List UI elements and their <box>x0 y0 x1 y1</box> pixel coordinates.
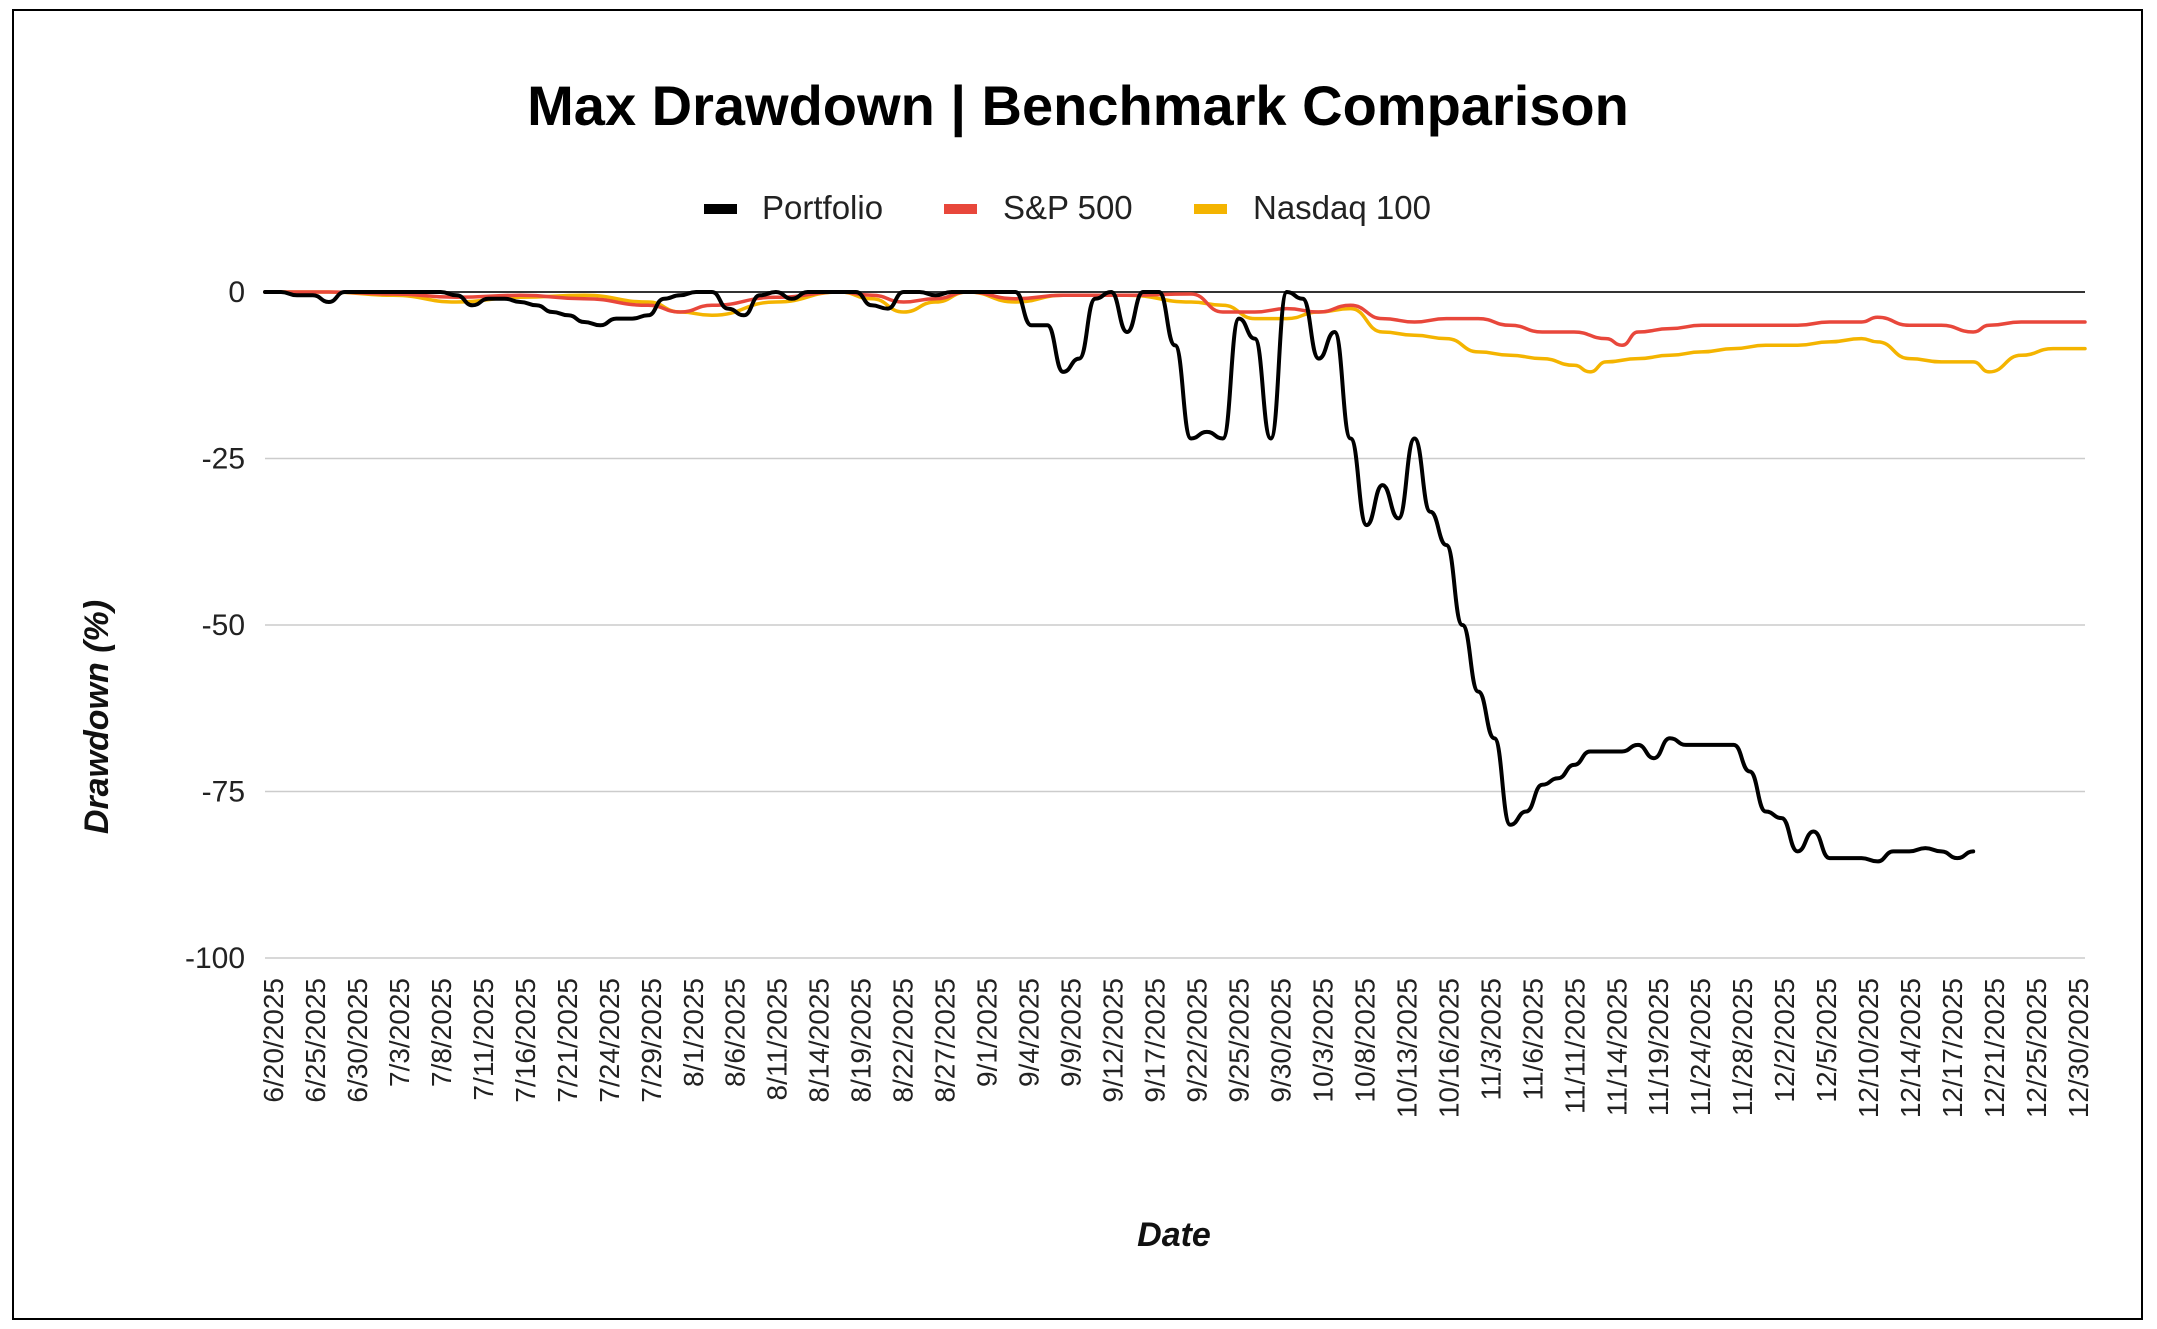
x-tick-label: 11/14/2025 <box>1601 978 1632 1116</box>
x-tick-label: 8/1/2025 <box>678 978 709 1087</box>
x-tick-label: 8/22/2025 <box>888 978 919 1103</box>
x-tick-label: 11/19/2025 <box>1643 978 1674 1116</box>
x-tick-label: 6/30/2025 <box>342 978 373 1103</box>
x-tick-label: 12/2/2025 <box>1769 978 1800 1103</box>
y-tick-label: 0 <box>228 276 245 309</box>
x-tick-label: 10/8/2025 <box>1349 978 1380 1103</box>
x-tick-label: 7/3/2025 <box>384 978 415 1087</box>
x-tick-label: 9/4/2025 <box>1014 978 1045 1087</box>
x-tick-label: 12/30/2025 <box>2063 978 2094 1118</box>
y-axis-ticks: 0 -25 -50 -75 -100 <box>185 276 245 975</box>
x-tick-label: 9/9/2025 <box>1056 978 1087 1087</box>
series-lines <box>263 290 2087 864</box>
x-tick-label: 8/6/2025 <box>720 978 751 1087</box>
x-tick-label: 9/17/2025 <box>1140 978 1171 1103</box>
legend-label-sp500: S&P 500 <box>1003 189 1133 226</box>
x-tick-label: 12/5/2025 <box>1811 978 1842 1103</box>
x-tick-label: 9/1/2025 <box>972 978 1003 1087</box>
legend-item-portfolio[interactable]: Portfolio <box>704 189 883 226</box>
x-tick-label: 7/21/2025 <box>552 978 583 1103</box>
x-tick-label: 7/8/2025 <box>426 978 457 1087</box>
y-tick-label: -100 <box>185 942 245 975</box>
x-tick-label: 11/3/2025 <box>1475 978 1506 1101</box>
series-line-s-p-500[interactable] <box>263 290 2087 348</box>
x-tick-label: 12/21/2025 <box>1979 978 2010 1118</box>
x-tick-label: 8/19/2025 <box>846 978 877 1103</box>
y-tick-label: -75 <box>202 776 245 809</box>
x-tick-label: 12/25/2025 <box>2021 978 2052 1118</box>
x-tick-label: 8/11/2025 <box>762 978 793 1101</box>
x-tick-label: 7/16/2025 <box>510 978 541 1103</box>
chart-title: Max Drawdown | Benchmark Comparison <box>527 74 1629 138</box>
legend-swatch-portfolio <box>704 204 737 214</box>
x-tick-label: 9/12/2025 <box>1098 978 1129 1103</box>
y-tick-label: -25 <box>202 443 245 476</box>
series-line-nasdaq-100[interactable] <box>263 290 2087 374</box>
x-tick-label: 11/6/2025 <box>1517 978 1548 1101</box>
x-tick-label: 10/13/2025 <box>1391 978 1422 1118</box>
x-tick-label: 9/30/2025 <box>1265 978 1296 1103</box>
x-tick-label: 7/29/2025 <box>636 978 667 1103</box>
series-line-portfolio[interactable] <box>263 290 1976 864</box>
x-tick-label: 11/28/2025 <box>1727 978 1758 1116</box>
x-axis-ticks: 6/20/2025 6/25/2025 6/30/2025 7/3/2025 7/8/2… <box>258 978 2094 1118</box>
legend-swatch-nasdaq100 <box>1194 204 1227 214</box>
legend-item-sp500[interactable]: S&P 500 <box>944 189 1133 226</box>
x-tick-label: 10/3/2025 <box>1307 978 1338 1103</box>
x-tick-label: 10/16/2025 <box>1433 978 1464 1118</box>
x-tick-label: 6/25/2025 <box>300 978 331 1103</box>
y-axis-label: Drawdown (%) <box>78 600 116 834</box>
x-tick-label: 7/11/2025 <box>468 978 499 1101</box>
x-tick-label: 7/24/2025 <box>594 978 625 1103</box>
legend-swatch-sp500 <box>944 204 977 214</box>
gridlines <box>265 291 2085 959</box>
x-tick-label: 9/25/2025 <box>1223 978 1254 1103</box>
x-tick-label: 12/14/2025 <box>1895 978 1926 1118</box>
chart-frame <box>12 9 2143 1320</box>
x-tick-label: 11/24/2025 <box>1685 978 1716 1116</box>
x-tick-label: 12/10/2025 <box>1853 978 1884 1118</box>
legend-label-nasdaq100: Nasdaq 100 <box>1253 189 1431 226</box>
x-tick-label: 12/17/2025 <box>1937 978 1968 1118</box>
x-axis-label: Date <box>1137 1216 1211 1254</box>
x-tick-label: 8/27/2025 <box>930 978 961 1103</box>
legend-item-nasdaq100[interactable]: Nasdaq 100 <box>1194 189 1431 226</box>
legend: Portfolio S&P 500 Nasdaq 100 <box>704 189 1431 226</box>
x-tick-label: 11/11/2025 <box>1559 978 1590 1114</box>
x-tick-label: 9/22/2025 <box>1181 978 1212 1103</box>
y-tick-label: -50 <box>202 609 245 642</box>
x-tick-label: 8/14/2025 <box>804 978 835 1103</box>
legend-label-portfolio: Portfolio <box>762 189 883 226</box>
x-tick-label: 6/20/2025 <box>258 978 289 1103</box>
